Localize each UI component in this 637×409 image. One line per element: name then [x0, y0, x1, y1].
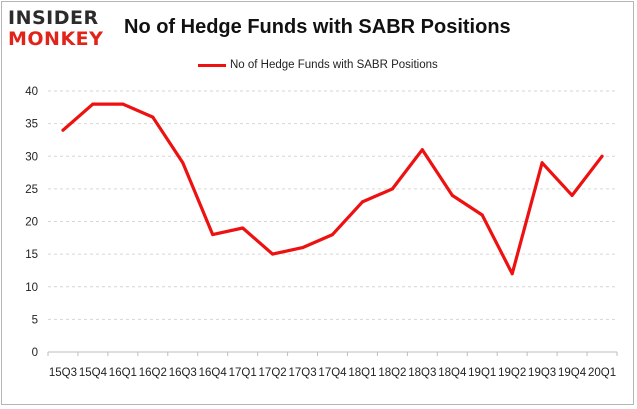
- x-tick-label: 18Q4: [438, 367, 467, 379]
- x-tick-label: 16Q1: [109, 367, 137, 379]
- x-tick-label: 17Q2: [259, 367, 287, 379]
- y-tick-label: 10: [25, 282, 38, 294]
- legend: No of Hedge Funds with SABR Positions: [198, 58, 438, 72]
- data-point: [181, 161, 185, 165]
- data-point: [390, 187, 394, 191]
- x-tick-label: 18Q3: [408, 367, 436, 379]
- y-tick-label: 15: [25, 249, 38, 261]
- y-tick-label: 5: [32, 314, 38, 326]
- insider-monkey-logo: INSIDER MONKEY: [8, 8, 120, 54]
- legend-label: No of Hedge Funds with SABR Positions: [230, 59, 438, 71]
- x-tick-label: 17Q4: [318, 367, 347, 379]
- logo-bottom-text: MONKEY: [8, 28, 104, 50]
- data-point: [91, 102, 95, 106]
- x-tick-label: 19Q1: [468, 367, 496, 379]
- data-point: [241, 226, 245, 230]
- data-point: [450, 193, 454, 197]
- x-tick-label: 19Q3: [528, 367, 556, 379]
- x-tick-label: 16Q4: [199, 367, 228, 379]
- y-tick-label: 25: [25, 184, 38, 196]
- y-tick-label: 20: [25, 217, 38, 229]
- x-tick-label: 16Q2: [139, 367, 167, 379]
- logo-top-text: INSIDER: [8, 7, 99, 29]
- data-point: [600, 154, 604, 158]
- data-point: [331, 233, 334, 237]
- y-tick-label: 35: [25, 119, 38, 131]
- x-tick-label: 15Q4: [79, 367, 108, 379]
- legend-line-swatch: [198, 63, 226, 67]
- x-tick-label: 17Q3: [288, 367, 316, 379]
- data-point: [540, 161, 544, 165]
- y-tick-label: 30: [25, 151, 38, 163]
- x-tick-label: 17Q1: [229, 367, 257, 379]
- data-point: [211, 233, 215, 237]
- data-point: [301, 246, 305, 250]
- x-tick-label: 20Q1: [588, 367, 616, 379]
- x-tick-label: 15Q3: [49, 367, 77, 379]
- data-point: [121, 102, 125, 106]
- x-tick-label: 19Q4: [558, 367, 587, 379]
- y-tick-label: 0: [32, 347, 38, 359]
- data-point: [570, 193, 574, 197]
- chart-title: No of Hedge Funds with SABR Positions: [124, 16, 511, 38]
- x-tick-label: 16Q3: [169, 367, 197, 379]
- data-point: [360, 200, 364, 204]
- x-tick-label: 18Q2: [378, 367, 406, 379]
- x-tick-label: 19Q2: [498, 367, 526, 379]
- data-point: [271, 252, 275, 256]
- y-tick-label: 40: [25, 86, 38, 98]
- data-point: [151, 115, 155, 119]
- data-point: [480, 213, 484, 217]
- data-point: [61, 128, 65, 132]
- data-point: [510, 272, 514, 276]
- data-point: [420, 148, 424, 152]
- x-tick-label: 18Q1: [348, 367, 376, 379]
